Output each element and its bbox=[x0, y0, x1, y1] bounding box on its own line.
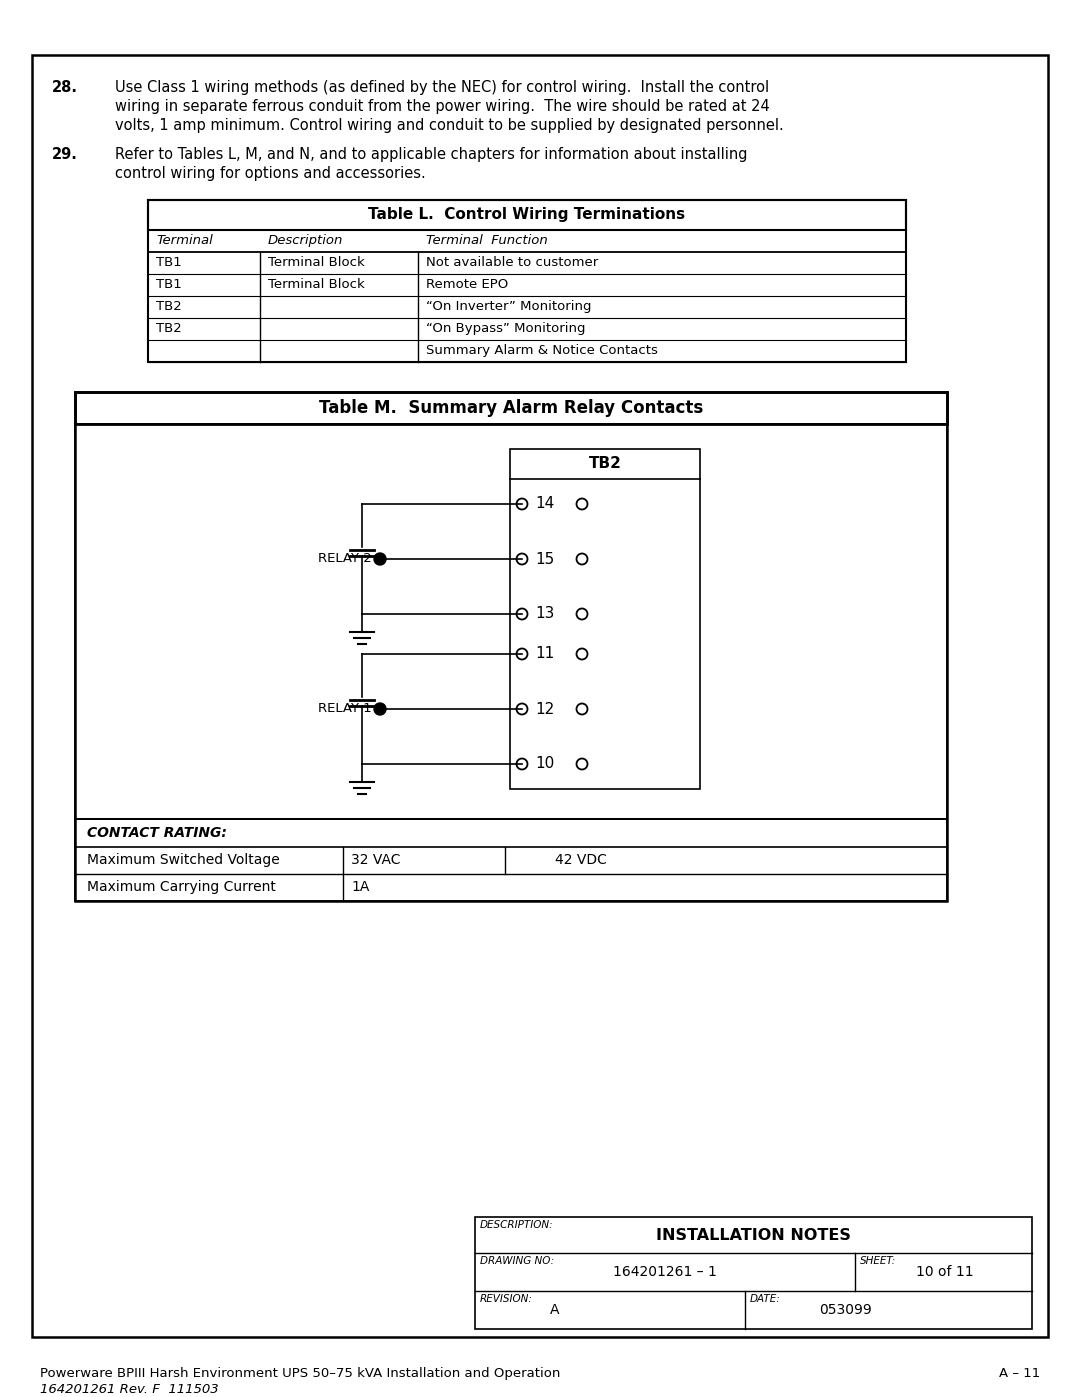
Text: TB2: TB2 bbox=[156, 300, 181, 313]
Bar bbox=[75, 393, 947, 425]
Text: Powerware BPIII Harsh Environment UPS 50–75 kVA Installation and Operation: Powerware BPIII Harsh Environment UPS 50… bbox=[40, 1368, 561, 1380]
Text: 11: 11 bbox=[536, 647, 555, 662]
Text: Table M.  Summary Alarm Relay Contacts: Table M. Summary Alarm Relay Contacts bbox=[319, 400, 703, 416]
Text: 053099: 053099 bbox=[819, 1303, 872, 1317]
Text: control wiring for options and accessories.: control wiring for options and accessori… bbox=[114, 166, 426, 182]
Text: A: A bbox=[550, 1303, 559, 1317]
Text: “On Inverter” Monitoring: “On Inverter” Monitoring bbox=[426, 300, 592, 313]
Text: 28.: 28. bbox=[52, 80, 78, 95]
Text: Not available to customer: Not available to customer bbox=[426, 256, 598, 270]
Text: Summary Alarm & Notice Contacts: Summary Alarm & Notice Contacts bbox=[426, 344, 658, 358]
Text: wiring in separate ferrous conduit from the power wiring.  The wire should be ra: wiring in separate ferrous conduit from … bbox=[114, 99, 770, 115]
Text: Terminal: Terminal bbox=[156, 235, 213, 247]
Text: “On Bypass” Monitoring: “On Bypass” Monitoring bbox=[426, 321, 585, 335]
Circle shape bbox=[374, 703, 386, 715]
Text: RELAY 1: RELAY 1 bbox=[319, 703, 372, 715]
Text: 164201261 Rev. F  111503: 164201261 Rev. F 111503 bbox=[40, 1383, 218, 1396]
Text: 42 VDC: 42 VDC bbox=[555, 854, 607, 868]
Text: DESCRIPTION:: DESCRIPTION: bbox=[480, 1220, 554, 1229]
Text: SHEET:: SHEET: bbox=[860, 1256, 896, 1266]
Text: Terminal Block: Terminal Block bbox=[268, 256, 365, 270]
Text: TB2: TB2 bbox=[589, 457, 621, 472]
Bar bbox=[148, 200, 906, 362]
Text: Terminal  Function: Terminal Function bbox=[426, 235, 548, 247]
Text: REVISION:: REVISION: bbox=[480, 1294, 532, 1303]
Text: CONTACT RATING:: CONTACT RATING: bbox=[87, 826, 227, 840]
Text: Terminal Block: Terminal Block bbox=[268, 278, 365, 291]
Text: 29.: 29. bbox=[52, 147, 78, 162]
Text: 32 VAC: 32 VAC bbox=[351, 854, 401, 868]
Text: 1A: 1A bbox=[351, 880, 369, 894]
Bar bbox=[510, 448, 700, 789]
Text: Use Class 1 wiring methods (as defined by the NEC) for control wiring.  Install : Use Class 1 wiring methods (as defined b… bbox=[114, 80, 769, 95]
Text: A – 11: A – 11 bbox=[999, 1368, 1040, 1380]
Bar bbox=[75, 425, 947, 819]
Text: 15: 15 bbox=[536, 552, 555, 567]
Bar bbox=[148, 200, 906, 231]
Text: 164201261 – 1: 164201261 – 1 bbox=[613, 1266, 717, 1280]
Text: Refer to Tables L, M, and N, and to applicable chapters for information about in: Refer to Tables L, M, and N, and to appl… bbox=[114, 147, 747, 162]
Text: 10 of 11: 10 of 11 bbox=[916, 1266, 974, 1280]
Text: Remote EPO: Remote EPO bbox=[426, 278, 509, 291]
Text: INSTALLATION NOTES: INSTALLATION NOTES bbox=[656, 1228, 851, 1242]
Text: volts, 1 amp minimum. Control wiring and conduit to be supplied by designated pe: volts, 1 amp minimum. Control wiring and… bbox=[114, 117, 784, 133]
Text: TB1: TB1 bbox=[156, 278, 181, 291]
Text: TB1: TB1 bbox=[156, 256, 181, 270]
Text: 14: 14 bbox=[536, 496, 555, 511]
Text: 12: 12 bbox=[536, 701, 555, 717]
Bar bbox=[75, 819, 947, 901]
Text: DRAWING NO:: DRAWING NO: bbox=[480, 1256, 554, 1266]
Circle shape bbox=[374, 553, 386, 564]
Text: Table L.  Control Wiring Terminations: Table L. Control Wiring Terminations bbox=[368, 208, 686, 222]
Bar bbox=[75, 393, 947, 901]
Text: DATE:: DATE: bbox=[750, 1294, 781, 1303]
Text: 10: 10 bbox=[536, 757, 555, 771]
Text: RELAY 2: RELAY 2 bbox=[319, 552, 372, 566]
Text: 13: 13 bbox=[536, 606, 555, 622]
Text: Maximum Carrying Current: Maximum Carrying Current bbox=[87, 880, 275, 894]
Text: TB2: TB2 bbox=[156, 321, 181, 335]
Text: Maximum Switched Voltage: Maximum Switched Voltage bbox=[87, 854, 280, 868]
Bar bbox=[475, 1217, 1032, 1329]
Text: Description: Description bbox=[268, 235, 343, 247]
